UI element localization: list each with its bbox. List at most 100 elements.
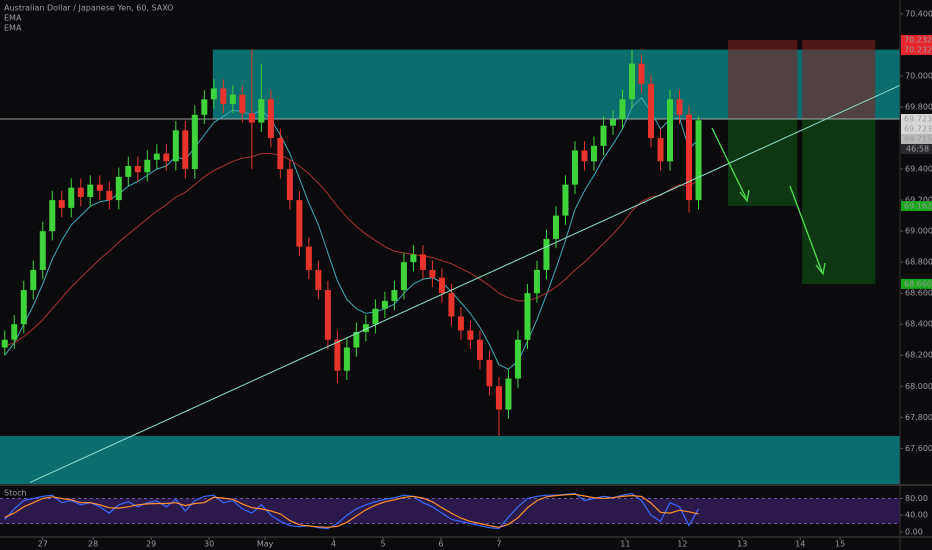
candle-body [429, 269, 436, 278]
candle-body [581, 150, 588, 162]
candle-body [619, 99, 626, 120]
candle-body [96, 184, 103, 191]
y-tick-label: 69.200 [905, 196, 932, 205]
candle-body [552, 215, 559, 239]
price-label: 69.162 [904, 202, 932, 211]
x-tick-label: 5 [380, 540, 385, 549]
y-tick-label: 67.600 [905, 444, 932, 453]
candle-body [600, 125, 607, 146]
stop-zone [802, 40, 876, 119]
indicator-tick-label: 40.00 [905, 511, 928, 520]
candle-body [676, 99, 683, 115]
stoch-line [4, 493, 699, 528]
price-label-box [901, 113, 932, 124]
arrow-head [739, 189, 750, 203]
price-label: 68.660 [904, 279, 932, 288]
candle-body [638, 63, 645, 84]
x-tick-label: 29 [146, 540, 156, 549]
candle-body [476, 339, 483, 360]
price-label-box [901, 123, 932, 134]
indicator-band [0, 498, 900, 524]
candle-body [372, 308, 379, 325]
x-tick-label: 27 [38, 540, 48, 549]
y-tick-label: 68.000 [905, 382, 932, 391]
y-tick-label: 70.400 [905, 9, 932, 18]
chart-title: Australian Dollar / Japanese Yen, 60, SA… [4, 4, 173, 13]
candle-body [229, 94, 236, 104]
candle-body [562, 184, 569, 216]
candle-body [39, 231, 46, 270]
price-pane: 70.40070.20070.00069.80069.60069.40069.2… [0, 9, 932, 549]
legend-entry: EMA [4, 24, 22, 33]
candle-body [277, 138, 284, 170]
x-tick-label: 7 [496, 540, 501, 549]
candle-body [182, 130, 189, 170]
candle-body [191, 114, 198, 170]
x-tick-label: 30 [204, 540, 214, 549]
candle-body [77, 187, 84, 198]
candle-body [267, 99, 274, 139]
candle-body [667, 99, 674, 162]
candle-body [362, 324, 369, 332]
price-label-box [901, 201, 932, 212]
candle-body [524, 293, 531, 340]
candle-body [144, 159, 151, 173]
candle-body [220, 88, 227, 104]
zone [0, 435, 900, 484]
candle-body [305, 246, 312, 270]
candle-body [125, 165, 132, 177]
candle-body [134, 165, 141, 173]
candle-body [315, 269, 322, 291]
x-tick-label: 11 [620, 540, 630, 549]
indicator-title: Stoch [4, 489, 27, 498]
price-label-box [901, 45, 932, 56]
x-tick-label: 15 [835, 540, 845, 549]
candle-body [486, 359, 493, 387]
candle-body [410, 254, 417, 263]
candle-body [343, 347, 350, 371]
x-tick-label: 4 [331, 540, 336, 549]
x-tick-label: 28 [88, 540, 98, 549]
candle-body [438, 277, 445, 294]
candle-body [115, 176, 122, 201]
trendline [29, 84, 901, 483]
candle-body [609, 119, 616, 126]
arrow-head [815, 262, 826, 276]
candle-body [68, 187, 75, 208]
x-tick-label: 12 [677, 540, 687, 549]
candle-body [457, 316, 464, 331]
price-label-box [901, 133, 932, 144]
price-label: 69.723 [904, 114, 932, 123]
y-tick-label: 68.400 [905, 320, 932, 329]
ema-line [4, 153, 699, 347]
stop-zone [727, 40, 798, 119]
x-tick-label: May [257, 540, 274, 549]
candle-body [286, 169, 293, 201]
price-label: 70.232 [904, 36, 932, 45]
y-tick-label: 67.800 [905, 413, 932, 422]
y-tick-label: 69.400 [905, 165, 932, 174]
candle-body [686, 114, 693, 201]
candle-body [324, 290, 331, 340]
countdown-box [901, 143, 932, 154]
candle-body [49, 200, 56, 232]
candle-body [20, 290, 27, 325]
candle-body [239, 94, 246, 114]
candle-body [30, 269, 37, 291]
price-label-box [901, 35, 932, 46]
candle-body [153, 153, 160, 160]
indicator-tick-label: 80.00 [905, 494, 928, 503]
countdown: 46:58 [906, 144, 929, 153]
y-tick-label: 69.800 [905, 103, 932, 112]
legend-entry: EMA [4, 14, 22, 23]
candle-body [334, 339, 341, 371]
candle-body [106, 190, 113, 201]
candle-body [695, 120, 702, 201]
candle-body [87, 184, 94, 198]
candle-body [172, 130, 179, 162]
candle-body [258, 99, 265, 123]
target-zone [802, 118, 876, 284]
arrow [711, 127, 747, 199]
candle-body [419, 254, 426, 270]
